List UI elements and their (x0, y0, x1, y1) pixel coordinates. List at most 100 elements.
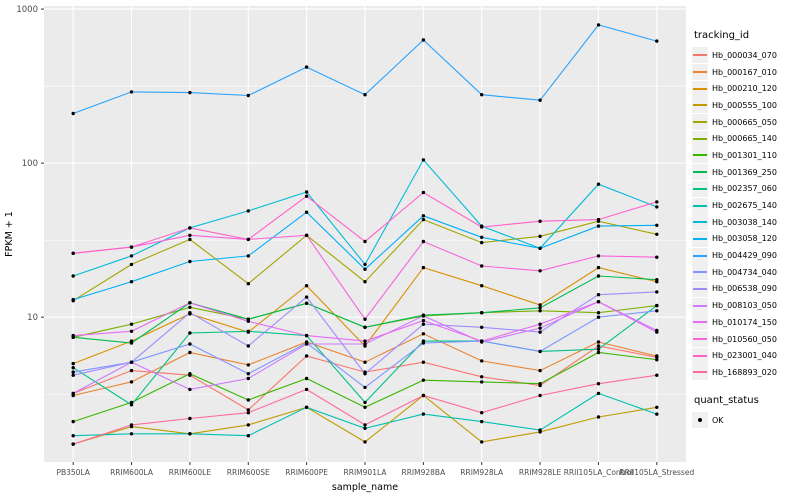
data-point (188, 90, 192, 95)
data-point (246, 344, 250, 348)
data-point (304, 295, 309, 299)
legend-label: Hb_023001_040 (712, 351, 777, 361)
data-point (596, 265, 601, 270)
data-point (655, 354, 659, 358)
legend-line-icon (693, 154, 707, 157)
data-point (188, 237, 192, 242)
data-point (363, 400, 367, 405)
data-point (188, 416, 192, 421)
data-point (480, 440, 484, 444)
data-point (363, 372, 367, 376)
data-point (538, 326, 542, 330)
x-tick-label: RRIM928LA (460, 468, 504, 477)
legend-line-icon (693, 171, 707, 174)
data-point (480, 284, 484, 288)
legend-line-icon (693, 338, 707, 341)
data-point (129, 400, 134, 405)
data-point (188, 331, 192, 335)
x-tick-label: RRIM600LE (169, 468, 212, 477)
data-point (538, 269, 542, 273)
data-point (363, 317, 367, 321)
x-tick-label: RRII105LA_Stressed (619, 468, 694, 477)
legend-key-swatch (692, 130, 708, 147)
legend-key-swatch (692, 47, 708, 64)
legend-key-swatch (692, 164, 708, 181)
data-point (304, 354, 309, 358)
quant-status-label: OK (712, 415, 724, 425)
data-point (363, 426, 367, 430)
data-point (480, 235, 484, 239)
legend-line-icon (693, 204, 707, 207)
data-point (596, 274, 601, 278)
legend-item: Hb_003058_120 (692, 230, 800, 248)
data-point (480, 311, 484, 315)
data-point (246, 254, 250, 258)
data-point (304, 190, 309, 194)
data-point (304, 284, 309, 288)
legend-key-swatch (692, 331, 708, 348)
legend-item: Hb_002357_060 (692, 180, 800, 198)
legend-label: Hb_002357_060 (712, 184, 777, 194)
data-point (129, 322, 134, 326)
legend-label: Hb_000555_100 (712, 100, 777, 110)
data-point (71, 361, 75, 366)
data-point (538, 234, 542, 238)
legend-line-icon (693, 221, 707, 224)
legend-item: Hb_010174_150 (692, 314, 800, 331)
x-tick-label: RRIM600LA (110, 468, 154, 477)
data-point (188, 350, 192, 355)
data-point (655, 412, 659, 416)
legend-line-icon (693, 237, 707, 240)
data-point (71, 297, 75, 302)
data-point (480, 359, 484, 363)
y-tick-label: 10 (27, 313, 38, 323)
data-point (538, 330, 542, 334)
legend-label: Hb_000665_050 (712, 117, 777, 127)
data-point (421, 341, 426, 345)
data-point (655, 358, 659, 362)
legend-item: Hb_000034_070 (692, 47, 800, 64)
legend-line-icon (693, 54, 707, 57)
data-point (596, 350, 601, 355)
data-point (246, 209, 250, 213)
data-point (480, 419, 484, 424)
legend-label: Hb_006538_090 (712, 284, 777, 294)
legend-item: Hb_008103_050 (692, 297, 800, 314)
data-point (304, 301, 309, 305)
data-point (129, 262, 134, 267)
data-point (655, 232, 659, 236)
legend-label: Hb_001301_110 (712, 150, 777, 160)
x-tick-label: RRIM928LE (519, 468, 562, 477)
data-point (246, 408, 250, 412)
data-point (363, 267, 367, 271)
data-point (596, 23, 601, 27)
x-tick-label: RRIM901LA (344, 468, 388, 477)
y-tick-label: 100 (22, 159, 38, 169)
data-point (480, 225, 484, 229)
data-point (421, 322, 426, 326)
x-tick-label: RRIM928BA (402, 468, 447, 477)
data-point (655, 205, 659, 209)
data-point (421, 393, 426, 398)
data-point (129, 368, 134, 373)
data-point (596, 391, 601, 396)
y-axis-title: FPKM + 1 (4, 211, 15, 257)
data-point (421, 378, 426, 382)
data-point (655, 405, 659, 409)
data-point (71, 373, 75, 377)
data-point (188, 301, 192, 305)
data-point (304, 342, 309, 346)
data-point (188, 311, 192, 315)
data-point (655, 290, 659, 294)
legend-label: Hb_000034_070 (712, 50, 777, 60)
data-point (596, 254, 601, 258)
data-point (246, 411, 250, 415)
legend-item: Hb_001369_250 (692, 164, 800, 181)
legend-key-swatch (692, 314, 708, 331)
data-point (596, 217, 601, 222)
data-point (421, 158, 426, 162)
legend-line-icon (693, 304, 707, 307)
data-point (596, 382, 601, 386)
data-point (246, 434, 250, 438)
data-point (304, 194, 309, 198)
